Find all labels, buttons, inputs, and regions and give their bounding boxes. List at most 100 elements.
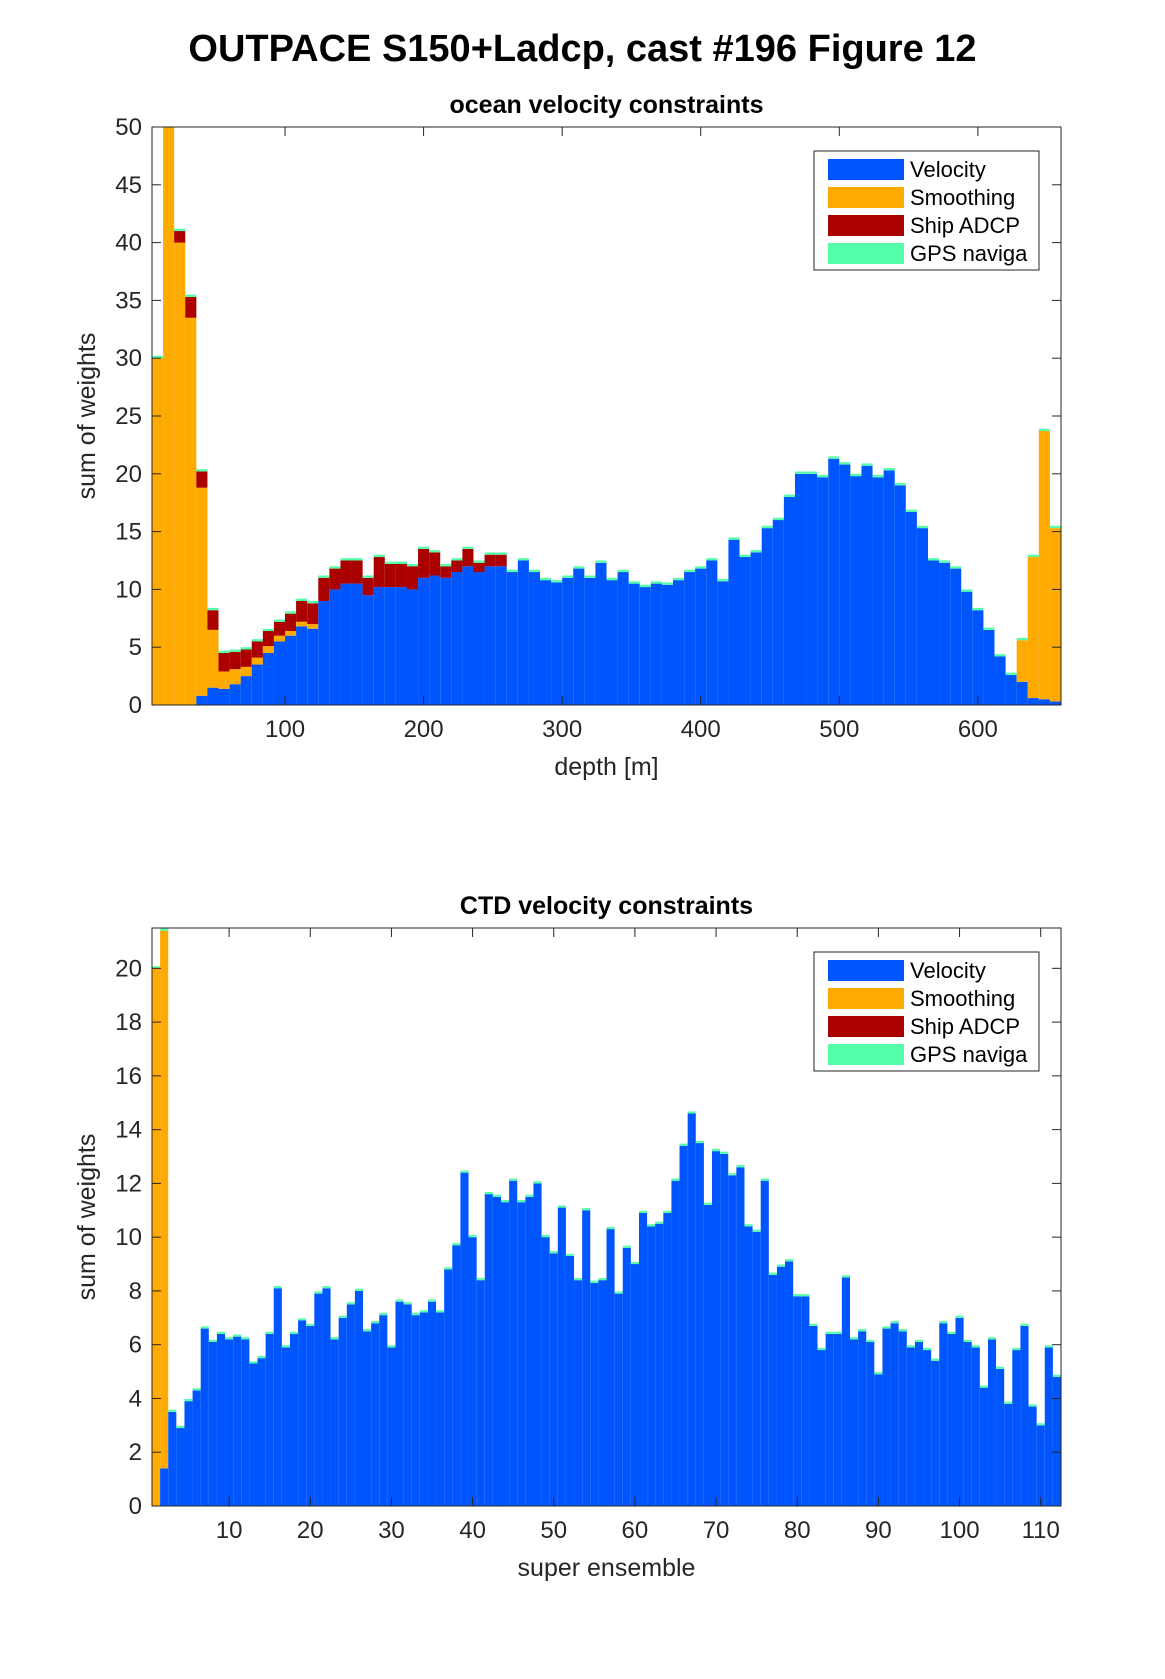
- bars: [152, 928, 1069, 1506]
- bar-velocity: [739, 557, 751, 705]
- bar-velocity: [549, 1253, 558, 1506]
- bar-gps-naviga: [679, 1143, 688, 1146]
- bar-velocity: [923, 1350, 932, 1506]
- bar-gps-naviga: [403, 1302, 412, 1305]
- bar-velocity: [783, 496, 795, 705]
- bar-velocity: [1061, 1380, 1069, 1506]
- bar-velocity: [906, 1347, 915, 1506]
- bar-gps-naviga: [906, 1345, 915, 1348]
- bar-gps-naviga: [963, 1339, 972, 1343]
- bar-gps-naviga: [744, 1224, 753, 1227]
- bar-gps-naviga: [850, 473, 862, 477]
- bar-ship-adcp: [240, 649, 252, 667]
- bar-gps-naviga: [262, 628, 274, 632]
- bar-velocity: [890, 1323, 899, 1506]
- bar-velocity: [717, 581, 729, 705]
- bar-gps-naviga: [185, 294, 197, 297]
- bar-ship-adcp: [229, 651, 241, 670]
- bar-gps-naviga: [492, 1194, 501, 1197]
- bar-smoothing: [285, 631, 297, 636]
- bar-gps-naviga: [971, 1345, 980, 1348]
- bar-gps-naviga: [296, 598, 308, 601]
- bar-velocity: [429, 575, 441, 705]
- bar-velocity: [200, 1328, 209, 1506]
- bar-gps-naviga: [273, 619, 286, 622]
- bar-velocity: [473, 572, 485, 705]
- bar-gps-naviga: [890, 1321, 899, 1324]
- bar-velocity: [894, 485, 906, 705]
- bar-gps-naviga: [338, 1315, 347, 1318]
- bar-gps-naviga: [192, 1388, 201, 1391]
- bar-smoothing: [1016, 640, 1028, 682]
- bars: [152, 127, 1061, 705]
- bar-gps-naviga: [1012, 1347, 1021, 1351]
- bar-velocity: [354, 1290, 364, 1506]
- bar-gps-naviga: [346, 1302, 355, 1305]
- bar-velocity: [606, 1229, 615, 1506]
- legend-label: GPS naviga: [910, 241, 1028, 266]
- bar-gps-naviga: [387, 1345, 396, 1348]
- ctd-velocity-chart: 10 20 30 40 50 60 70 80 90 100 110 0 2 4 6 8 10 12 14 16 18 2…: [73, 892, 1069, 1582]
- bar-gps-naviga: [655, 1221, 664, 1224]
- bar-velocity: [939, 1323, 948, 1506]
- bar-gps-naviga: [379, 1312, 388, 1316]
- bar-velocity: [809, 1325, 818, 1506]
- bar-gps-naviga: [229, 649, 241, 652]
- bar-gps-naviga: [584, 575, 596, 578]
- bar-velocity: [495, 566, 507, 705]
- bar-velocity: [192, 1390, 201, 1506]
- bar-velocity: [950, 568, 962, 705]
- bar-velocity: [687, 1113, 696, 1506]
- legend-label: Ship ADCP: [910, 1014, 1020, 1039]
- y-tick-label: 0: [129, 692, 142, 719]
- bar-velocity: [1004, 1403, 1013, 1506]
- bar-gps-naviga: [712, 1148, 721, 1152]
- bar-velocity: [207, 687, 219, 705]
- bar-gps-naviga: [1049, 525, 1061, 529]
- y-tick-label: 10: [115, 576, 142, 603]
- bar-velocity: [1052, 1376, 1061, 1506]
- bar-gps-naviga: [484, 552, 496, 555]
- y-tick-label: 50: [115, 114, 142, 141]
- bar-gps-naviga: [174, 228, 186, 232]
- bar-smoothing: [307, 624, 319, 629]
- bar-gps-naviga: [839, 462, 851, 465]
- legend-label: Ship ADCP: [910, 213, 1020, 238]
- bar-gps-naviga: [1027, 554, 1039, 558]
- bar-ship-adcp: [373, 557, 385, 588]
- bar-velocity: [850, 476, 862, 705]
- bar-velocity: [630, 1264, 639, 1506]
- bar-gps-naviga: [894, 483, 906, 486]
- bar-gps-naviga: [176, 1425, 185, 1429]
- bar-smoothing: [196, 487, 208, 696]
- bar-gps-naviga: [939, 1321, 948, 1324]
- bar-velocity: [517, 1202, 526, 1506]
- bar-gps-naviga: [736, 1165, 745, 1168]
- bar-gps-naviga: [373, 554, 385, 558]
- bar-gps-naviga: [168, 1409, 177, 1412]
- bar-velocity: [828, 458, 840, 705]
- bar-gps-naviga: [419, 1310, 428, 1313]
- bar-gps-naviga: [152, 355, 164, 359]
- bar-gps-naviga: [794, 471, 807, 474]
- y-tick-label: 40: [115, 230, 142, 257]
- bar-gps-naviga: [406, 563, 419, 567]
- bar-gps-naviga: [462, 546, 474, 549]
- bar-gps-naviga: [614, 1291, 623, 1294]
- bar-gps-naviga: [539, 577, 552, 581]
- bar-velocity: [768, 1274, 777, 1506]
- bar-gps-naviga: [961, 589, 973, 592]
- bar-velocity: [772, 520, 784, 705]
- bar-gps-naviga: [436, 1310, 445, 1313]
- bar-velocity: [971, 1347, 980, 1506]
- bar-gps-naviga: [418, 546, 430, 549]
- x-tick-label: 10: [216, 1517, 243, 1544]
- bar-velocity: [379, 1315, 388, 1506]
- bar-velocity: [849, 1339, 859, 1506]
- bar-velocity: [160, 1468, 169, 1506]
- bar-velocity: [617, 572, 629, 705]
- y-tick-label: 2: [129, 1439, 142, 1466]
- bar-velocity: [562, 577, 574, 705]
- x-tick-label: 400: [681, 716, 721, 743]
- bar-velocity: [330, 1339, 339, 1506]
